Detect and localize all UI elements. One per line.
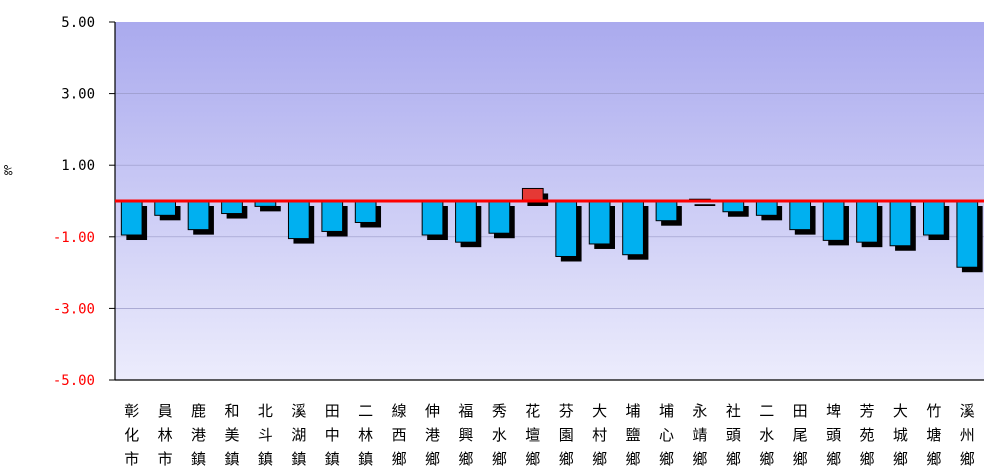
y-unit-label: ‰ [4,163,13,179]
bar-shadow [260,206,281,212]
bar [455,200,477,243]
x-tick-label: 二林鎮 [358,402,373,468]
bar [221,200,243,215]
bar [120,200,143,236]
x-tick-label: 埔心鄉 [659,402,674,468]
x-tick-label: 大城鄉 [893,402,908,468]
x-tick-label: 社頭鄉 [726,402,741,468]
x-tick-label: 鹿港鎮 [191,402,206,468]
bar-shadow [694,204,716,206]
bar [722,200,745,213]
x-tick-label: 花壇鄉 [525,402,540,468]
x-tick-label: 大村鄉 [592,402,607,468]
bar [956,200,979,268]
x-tick-label: 伸港鄉 [425,402,440,468]
bar [889,200,912,247]
y-tick-label: -1.00 [53,230,95,246]
y-tick-label: -3.00 [53,301,95,317]
bar [555,200,578,257]
y-tick-label: 1.00 [61,158,95,174]
x-tick-label: 田尾鄉 [793,402,808,468]
x-tick-label: 永靖鄉 [692,402,707,468]
x-tick-label: 員林市 [158,402,173,468]
y-tick-label: -5.00 [53,373,95,389]
bar [421,200,444,236]
x-tick-label: 和美鎮 [224,402,239,468]
x-tick-label: 彰化市 [124,402,139,468]
x-tick-label: 溪州鄉 [960,402,975,468]
bar [588,200,611,245]
bar [187,200,210,231]
x-tick-label: 埤頭鄉 [826,402,841,468]
bar [521,187,544,202]
x-tick-label: 竹塘鄉 [926,402,941,468]
bar [287,200,310,240]
x-tick-label: 溪湖鎮 [291,402,306,468]
bar [923,200,945,236]
y-axis: 5.00 3.00 1.00 -1.00 -3.00 -5.00 [53,15,984,389]
x-tick-label: 埔鹽鄉 [626,402,641,468]
x-tick-label: 北斗鎮 [258,402,273,468]
bar [655,200,678,222]
bar [755,200,778,216]
x-tick-label: 田中鎮 [325,402,340,468]
x-tick-label: 芳苑鄉 [860,402,875,468]
x-tick-label: 秀水鄉 [492,402,507,468]
x-axis-labels: 彰化市 員林市 鹿港鎮 和美鎮 北斗鎮 溪湖鎮 田中鎮 二林鎮 線西鄉 伸港鄉 福興鄉 秀水鄉 花壇鄉 芬… [124,402,975,468]
bar [321,200,344,232]
bar [488,200,511,234]
x-tick-label: 二水鄉 [759,402,774,468]
x-tick-label: 福興鄉 [458,402,473,468]
x-tick-label: 芬園鄉 [559,402,574,468]
bar [622,200,644,256]
y-tick-label: 5.00 [61,15,95,31]
bar [154,200,176,216]
bar [856,200,878,243]
x-tick-label: 線西鄉 [392,402,407,468]
y-tick-label: 3.00 [61,87,95,103]
bar [354,200,377,223]
bar [822,200,845,241]
bar [789,200,812,231]
